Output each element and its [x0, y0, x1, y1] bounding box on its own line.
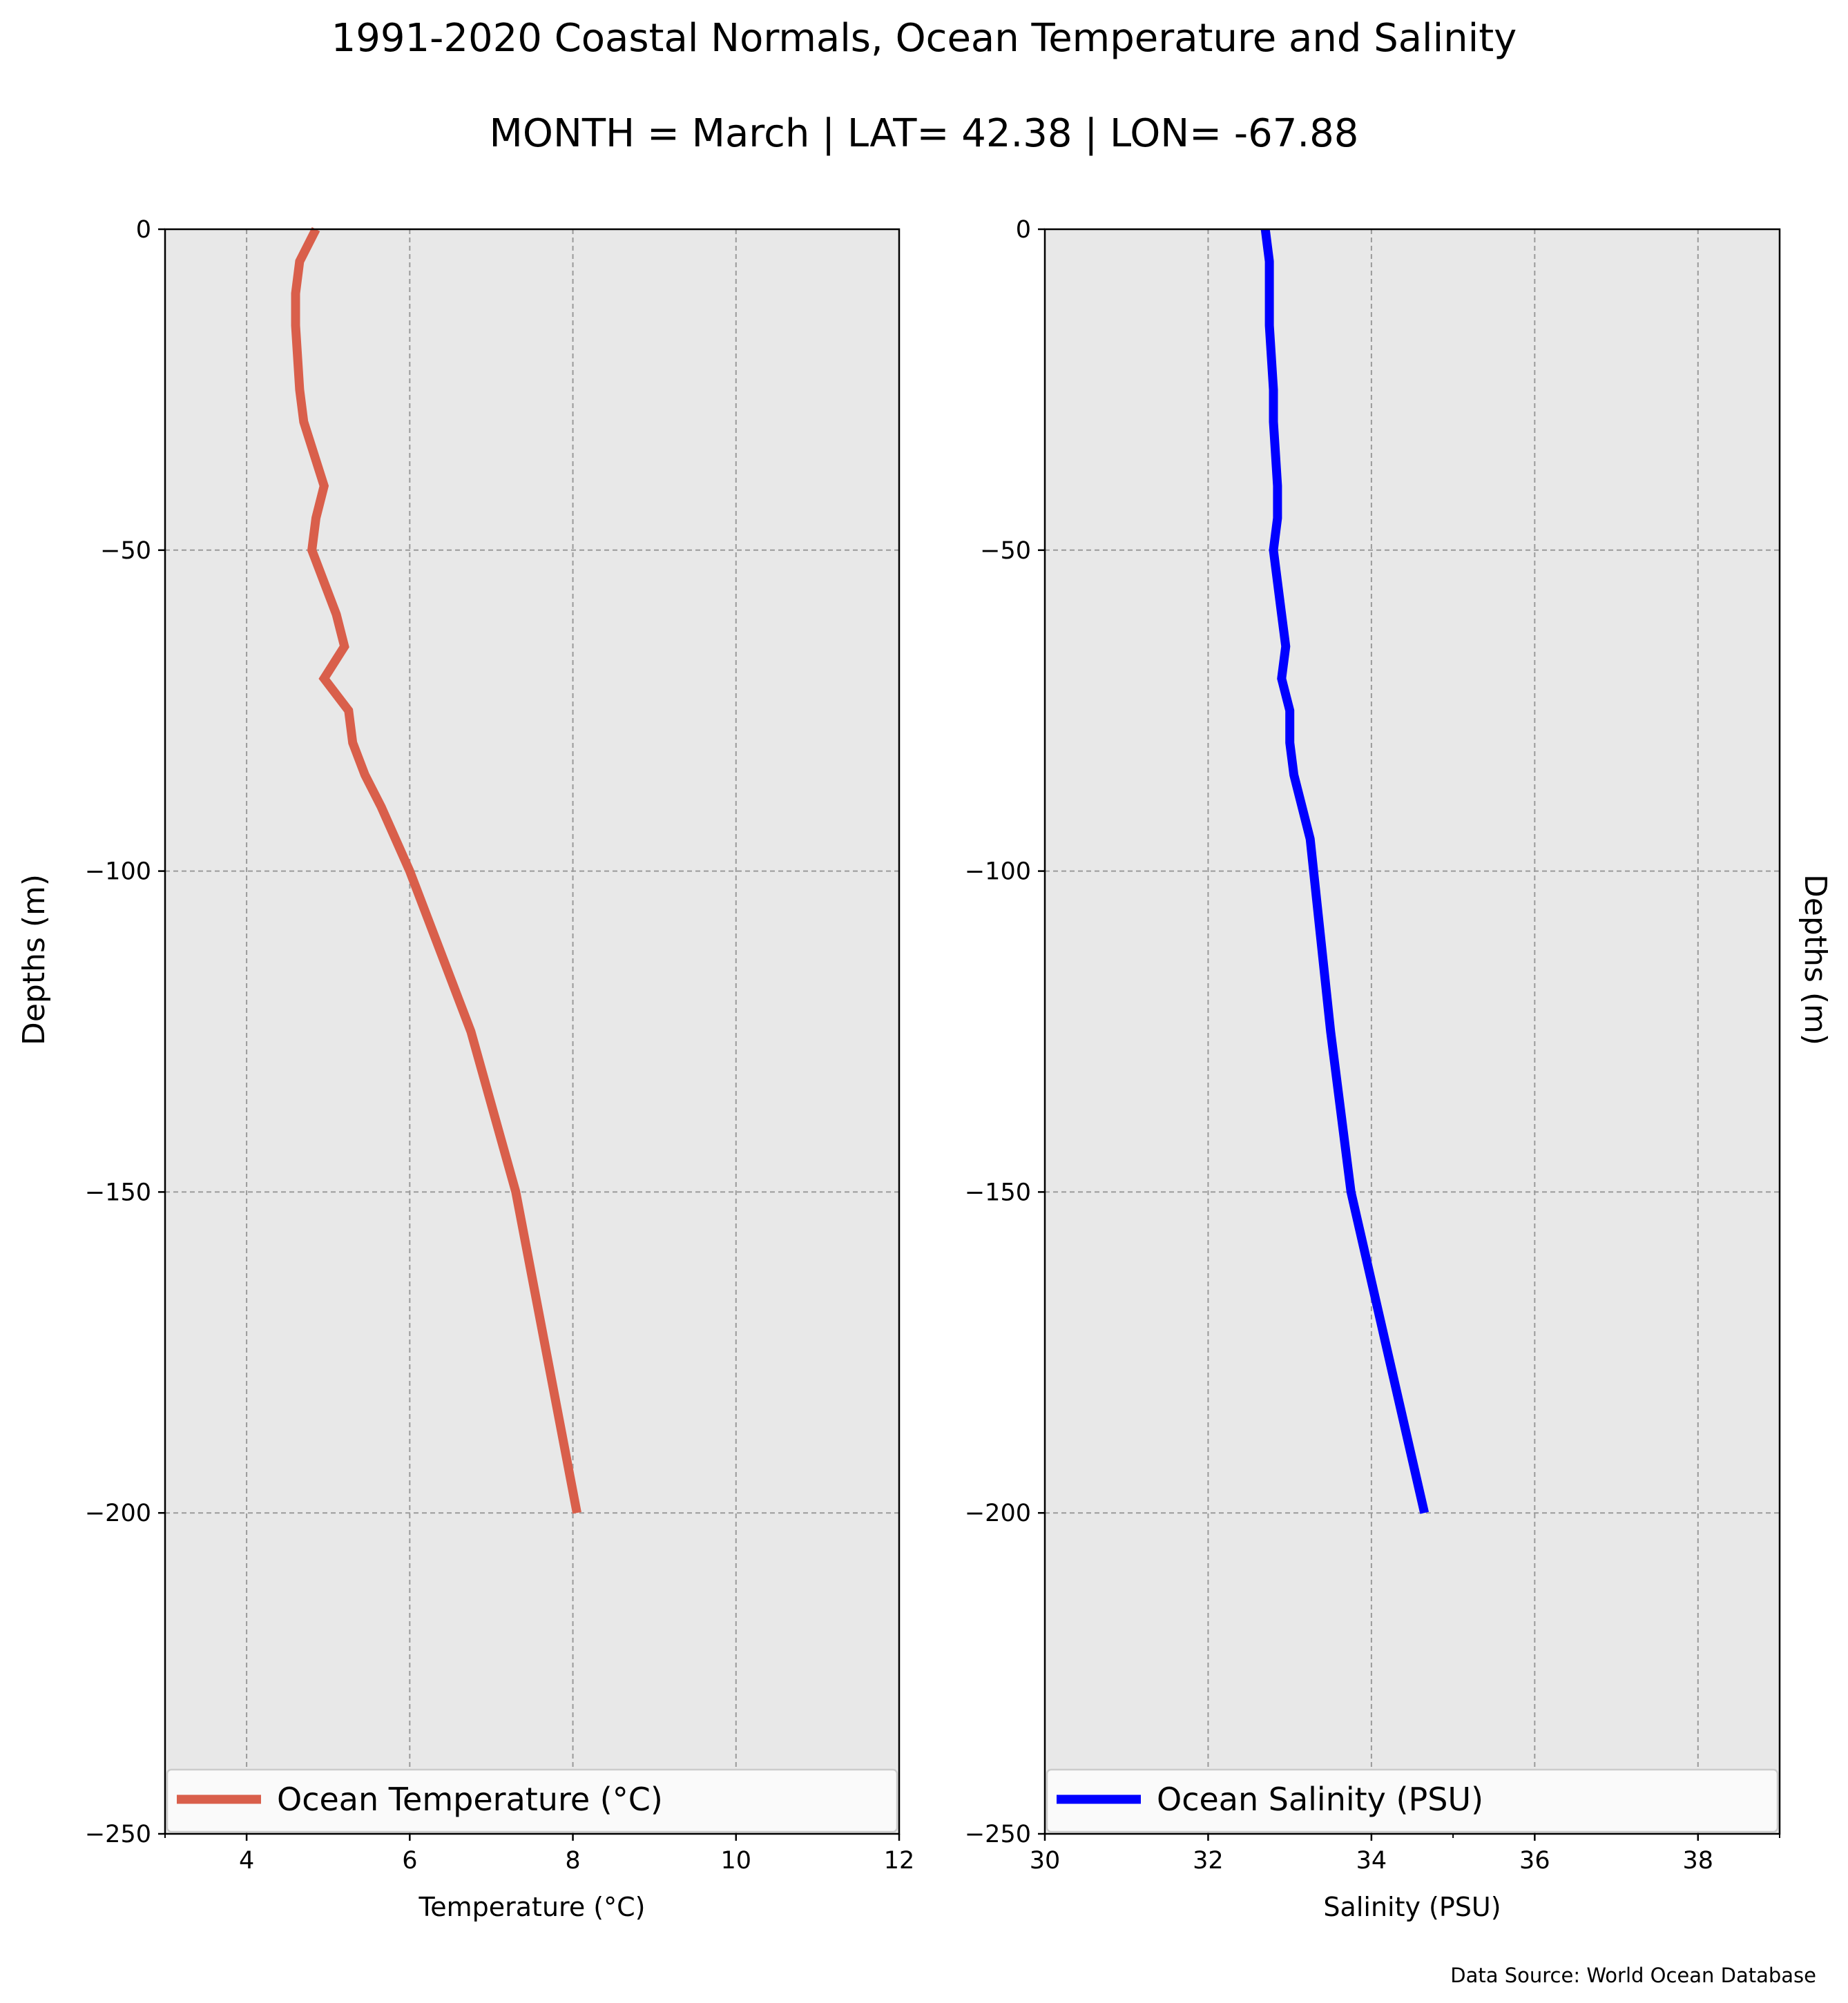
temperature-x-axis-label: Temperature (°C) [418, 1892, 646, 1922]
right-y-axis-label: Depths (m) [1798, 874, 1833, 1045]
salinity-x-axis-label: Salinity (PSU) [1323, 1892, 1501, 1922]
salinity-axes-frame [1043, 228, 1781, 1835]
temperature-x-tick-label: 10 [721, 1847, 752, 1875]
temperature-panel: 4 6 8 10 12 0 −50 −100 −150 −200 −250 Temperature (… [85, 216, 914, 1922]
salinity-x-tick-label: 36 [1519, 1847, 1550, 1875]
temperature-y-tick-label: −100 [85, 858, 151, 886]
temperature-y-tick-label: −200 [85, 1500, 151, 1527]
left-y-axis-label: Depths (m) [17, 874, 52, 1045]
salinity-plot-background [1045, 229, 1780, 1834]
temperature-y-tick-label: −250 [85, 1821, 151, 1848]
salinity-legend: Ocean Salinity (PSU) [1046, 1768, 1779, 1833]
salinity-x-tick-label: 34 [1356, 1847, 1387, 1875]
salinity-y-tick-label: 0 [1016, 216, 1031, 244]
temperature-x-tick-label: 8 [565, 1847, 580, 1875]
temperature-plot-background [165, 229, 899, 1834]
temperature-y-tick-label: 0 [136, 216, 151, 244]
temperature-y-tick-label: −50 [100, 537, 151, 565]
temperature-legend-label: Ocean Temperature (°C) [277, 1781, 663, 1818]
temperature-x-tick-label: 4 [239, 1847, 254, 1875]
salinity-panel: 30 32 34 36 38 0 −50 −100 −150 −200 −250 Salinity (… [965, 216, 1781, 1922]
salinity-y-tick-label: −100 [965, 858, 1031, 886]
figure-subtitle: MONTH = March | LAT= 42.38 | LON= -67.88 [490, 111, 1359, 156]
data-source-note: Data Source: World Ocean Database [1450, 1964, 1816, 1987]
salinity-x-tick-label: 30 [1030, 1847, 1061, 1875]
salinity-series-line [1260, 229, 1430, 1514]
temperature-series-line [291, 227, 581, 1514]
temperature-legend-box [166, 1768, 898, 1833]
salinity-y-tick-label: −150 [965, 1179, 1031, 1206]
salinity-legend-box [1046, 1768, 1779, 1833]
temperature-axes-frame [164, 228, 901, 1835]
temperature-y-tick-label: −150 [85, 1179, 151, 1206]
temperature-legend: Ocean Temperature (°C) [166, 1768, 898, 1833]
temperature-x-tick-label: 6 [402, 1847, 417, 1875]
salinity-x-tick-label: 32 [1193, 1847, 1224, 1875]
salinity-x-tick-label: 38 [1683, 1847, 1714, 1875]
salinity-y-tick-label: −50 [980, 537, 1031, 565]
temperature-x-tick-label: 12 [884, 1847, 915, 1875]
salinity-legend-label: Ocean Salinity (PSU) [1157, 1781, 1483, 1818]
figure-title: 1991-2020 Coastal Normals, Ocean Tempera… [331, 16, 1517, 61]
salinity-y-tick-label: −200 [965, 1500, 1031, 1527]
salinity-y-tick-label: −250 [965, 1821, 1031, 1848]
